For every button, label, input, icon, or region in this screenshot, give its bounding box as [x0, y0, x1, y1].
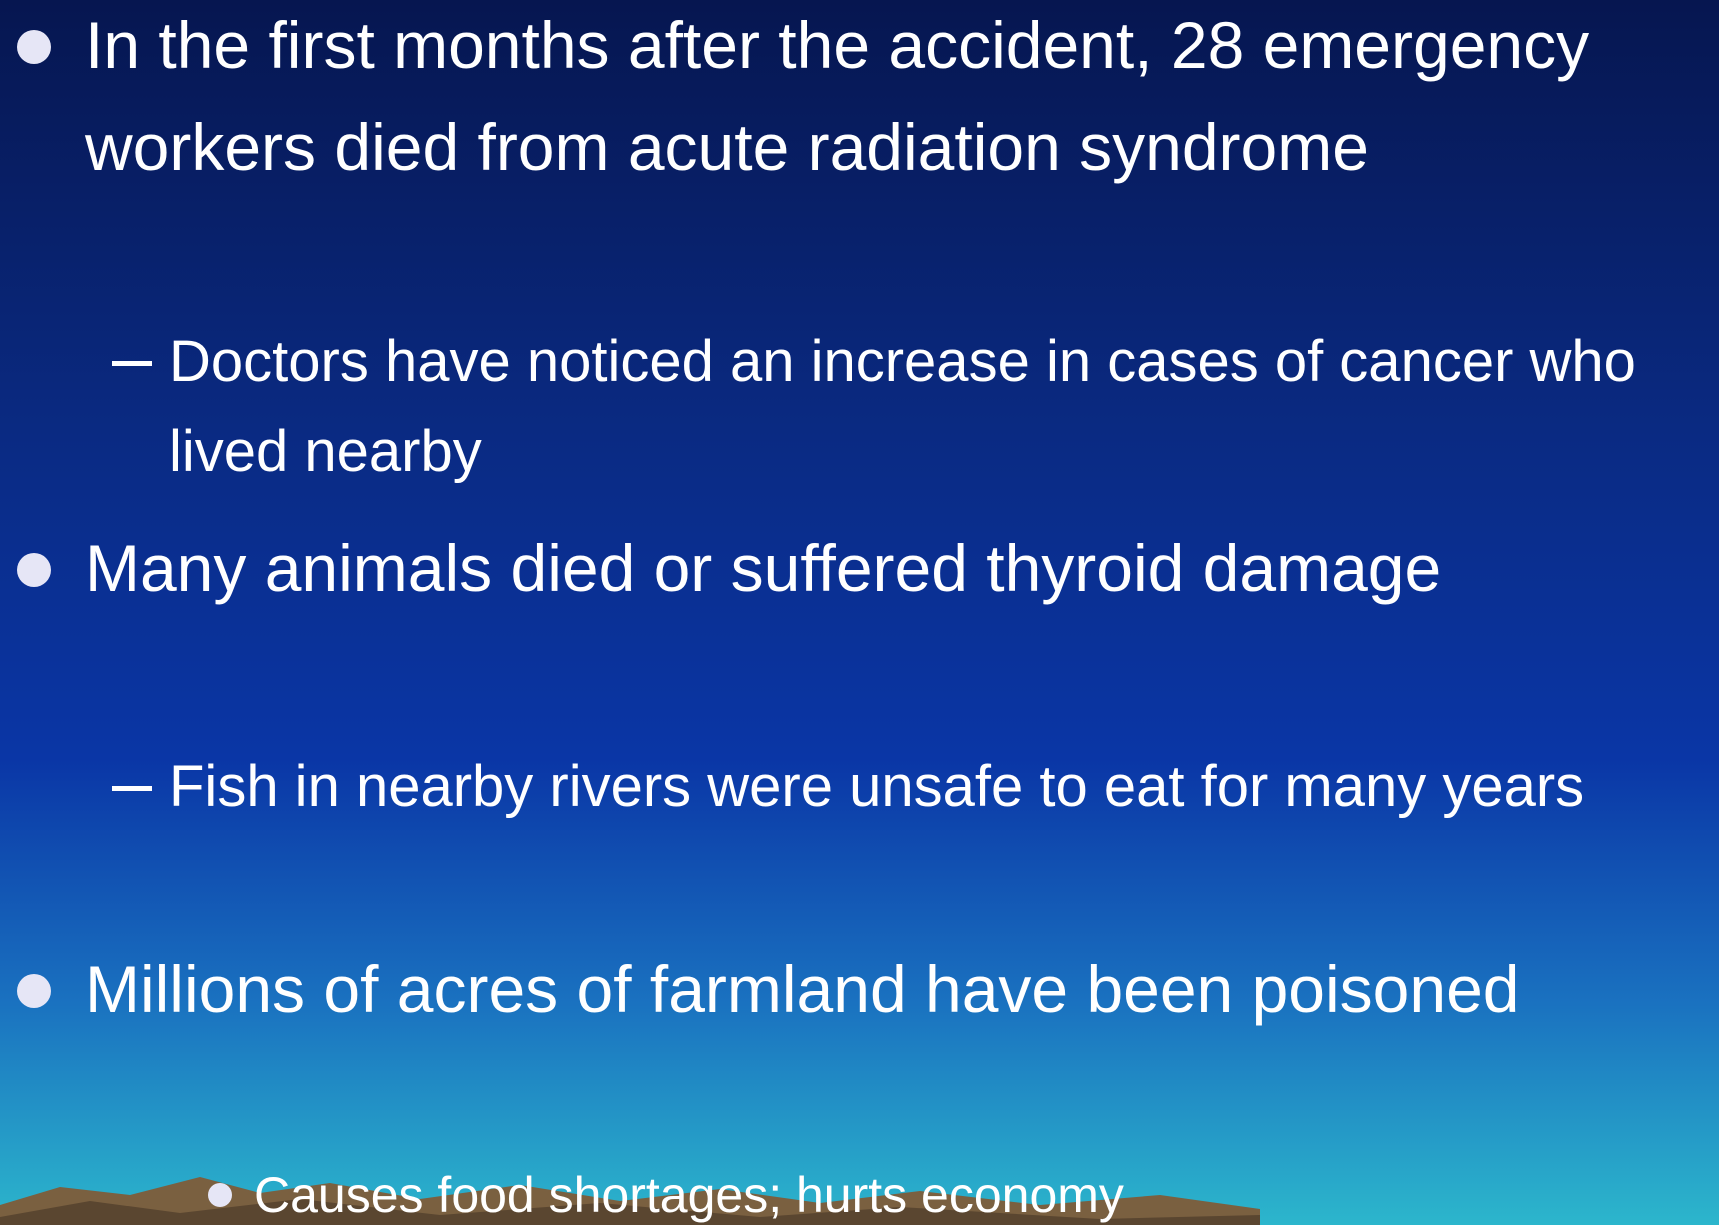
- bullet-text: Millions of acres of farmland have been …: [85, 938, 1715, 1040]
- bullet-text: Many animals died or suffered thyroid da…: [85, 517, 1715, 619]
- bullet-text: In the first months after the accident, …: [85, 0, 1715, 198]
- sub-bullet-marker: [112, 361, 152, 366]
- bullet-marker: [17, 553, 51, 587]
- sub-bullet-marker: [112, 786, 152, 791]
- sub-bullet-text: Fish in nearby rivers were unsafe to eat…: [169, 742, 1709, 832]
- bullet-marker: [17, 974, 51, 1008]
- bullet-marker: [17, 30, 51, 64]
- sub-sub-bullet-text: Causes food shortages; hurts economy: [254, 1165, 1654, 1225]
- slide: In the first months after the accident, …: [0, 0, 1719, 1225]
- sub-bullet-text: Doctors have noticed an increase in case…: [169, 317, 1709, 497]
- sub-sub-bullet-marker: [208, 1183, 232, 1207]
